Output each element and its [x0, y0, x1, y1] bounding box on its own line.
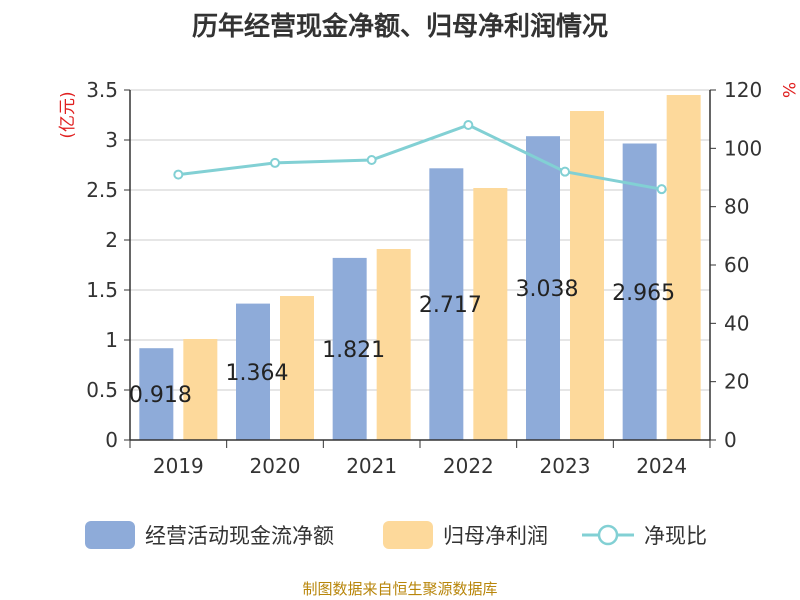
- left-tick-label: 2.5: [86, 178, 118, 202]
- left-tick-label: 1.5: [86, 278, 118, 302]
- right-tick-label: 80: [724, 195, 749, 219]
- left-tick-label: 2: [105, 228, 118, 252]
- bar-data-label: 0.918: [129, 383, 192, 408]
- right-tick-label: 60: [724, 253, 749, 277]
- bar-net-profit: [666, 95, 701, 440]
- ratio-point: [656, 184, 667, 195]
- x-tick-label: 2021: [346, 454, 397, 478]
- ratio-point: [270, 157, 280, 168]
- bars: [139, 95, 701, 441]
- ratio-line-path: [178, 123, 662, 191]
- legend-swatch: [383, 521, 433, 549]
- bar-net-profit: [473, 188, 508, 440]
- ratio-point: [560, 166, 570, 177]
- x-tick-label: 2024: [636, 454, 687, 478]
- x-tick-label: 2022: [443, 454, 494, 478]
- legend-label: 净现比: [644, 524, 707, 548]
- source-note: 制图数据来自恒生聚源数据库: [302, 580, 498, 598]
- bar-operating-cash-flow: [429, 168, 464, 441]
- left-tick-label: 3.5: [86, 78, 118, 102]
- right-tick-label: 20: [724, 370, 749, 394]
- x-tick-label: 2023: [540, 454, 591, 478]
- legend-swatch: [85, 521, 135, 549]
- left-tick-label: 3: [105, 128, 118, 152]
- right-tick-label: 40: [724, 311, 749, 335]
- legend-line-marker: [597, 524, 619, 546]
- bar-net-profit: [376, 249, 411, 440]
- left-axis-label: (亿元): [58, 91, 78, 138]
- bar-data-label: 2.717: [419, 293, 482, 318]
- bar-data-label: 1.821: [322, 338, 385, 363]
- bar-operating-cash-flow: [622, 143, 657, 440]
- bar-operating-cash-flow: [236, 303, 270, 440]
- legend-label: 归母净利润: [443, 524, 548, 548]
- bar-data-label: 2.965: [612, 281, 675, 306]
- ratio-point: [463, 120, 474, 130]
- ratio-line: [173, 120, 667, 195]
- right-tick-label: 120: [724, 78, 762, 102]
- axes: 0 0.5 1 1.5 2 2.5 3 3.5 0 20 40 60 80 100 120 (亿元)% 2019…: [58, 78, 798, 478]
- ratio-point: [366, 155, 377, 165]
- bar-operating-cash-flow: [526, 136, 560, 440]
- right-tick-label: 0: [724, 428, 737, 452]
- right-tick-label: 100: [724, 136, 762, 160]
- left-tick-label: 0.5: [86, 378, 118, 402]
- bar-net-profit: [280, 296, 314, 440]
- legend-label: 经营活动现金流净额: [145, 524, 334, 548]
- bar-net-profit: [183, 339, 218, 440]
- left-tick-label: 1: [105, 328, 118, 352]
- bar-operating-cash-flow: [332, 257, 367, 440]
- bar-data-label: 1.364: [226, 361, 289, 386]
- legend: 经营活动现金流净额 归母净利润 净现比: [85, 521, 707, 549]
- data-labels: 0.918 1.364 1.821 2.717 3.038 2.965: [129, 277, 675, 408]
- bar-operating-cash-flow: [139, 348, 174, 440]
- bar-net-profit: [570, 111, 604, 440]
- left-tick-label: 0: [105, 428, 118, 452]
- x-tick-label: 2020: [250, 454, 301, 478]
- bar-data-label: 3.038: [516, 277, 579, 302]
- chart-title: 历年经营现金净额、归母净利润情况: [191, 12, 608, 42]
- ratio-point: [173, 169, 184, 180]
- x-tick-label: 2019: [153, 454, 204, 478]
- right-axis-label: %: [778, 82, 798, 98]
